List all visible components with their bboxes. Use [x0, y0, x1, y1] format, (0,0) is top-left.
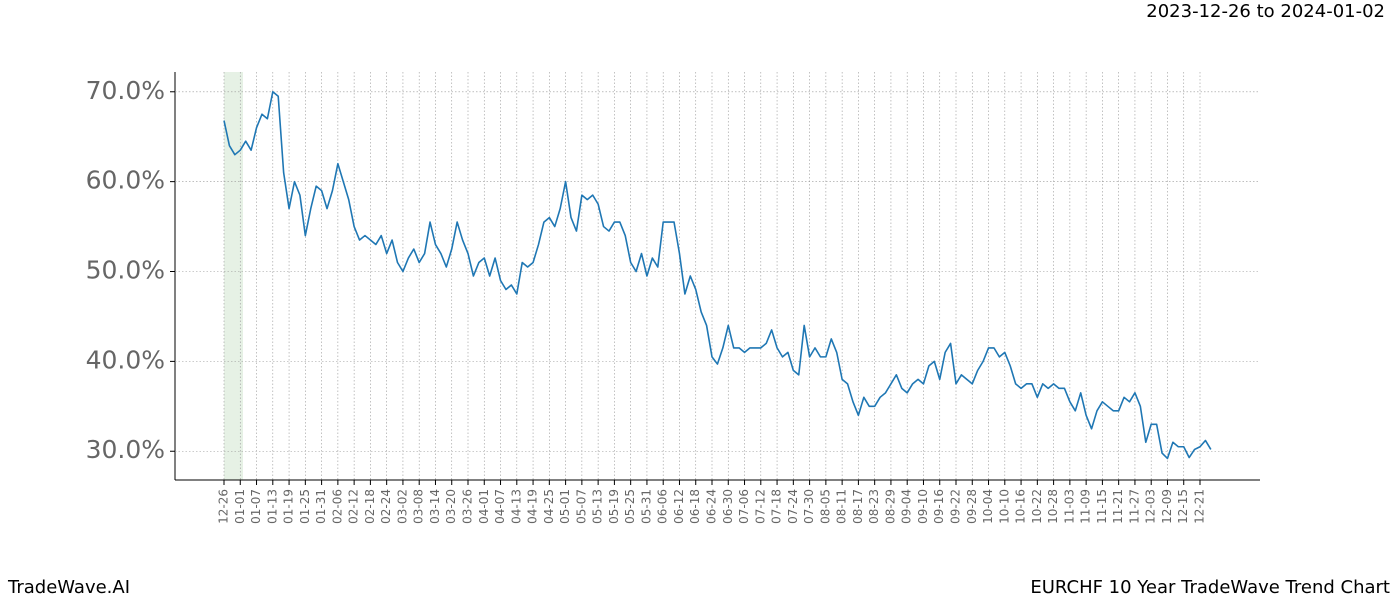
- x-tick-label: 06-12: [672, 489, 686, 524]
- x-tick-label: 10-28: [1046, 489, 1060, 524]
- y-tick-label: 50.0%: [86, 256, 165, 285]
- x-tick-label: 11-09: [1079, 489, 1093, 524]
- x-tick-label: 05-07: [574, 489, 588, 524]
- x-tick-label: 04-19: [526, 489, 540, 524]
- x-tick-label: 02-12: [347, 489, 361, 524]
- x-tick-label: 09-22: [949, 489, 963, 524]
- x-tick-label: 01-31: [314, 489, 328, 524]
- x-tick-label: 05-01: [558, 489, 572, 524]
- chart-title: EURCHF 10 Year TradeWave Trend Chart: [1030, 577, 1390, 598]
- x-tick-label: 09-28: [965, 489, 979, 524]
- x-tick-label: 11-03: [1062, 489, 1076, 524]
- x-tick-label: 06-06: [656, 489, 670, 524]
- x-tick-label: 04-07: [493, 489, 507, 524]
- x-tick-label: 07-30: [802, 489, 816, 524]
- data-line: [223, 90, 1212, 460]
- x-tick-label: 10-22: [1030, 489, 1044, 524]
- x-tick-label: 11-27: [1127, 489, 1141, 524]
- x-tick-label: 02-18: [363, 489, 377, 524]
- x-tick-label: 08-29: [883, 489, 897, 524]
- x-tick-label: 06-18: [688, 489, 702, 524]
- x-tick-label: 08-11: [835, 489, 849, 524]
- x-tick-label: 08-05: [818, 489, 832, 524]
- x-tick-label: 01-01: [233, 489, 247, 524]
- x-tick-label: 01-19: [282, 489, 296, 524]
- x-tick-label: 07-24: [786, 489, 800, 524]
- x-tick-label: 03-14: [428, 489, 442, 524]
- x-tick-label: 09-16: [932, 489, 946, 524]
- x-tick-label: 10-10: [997, 489, 1011, 524]
- x-tick-label: 09-04: [900, 489, 914, 524]
- x-tick-label: 07-06: [737, 489, 751, 524]
- x-tick-label: 01-13: [265, 489, 279, 524]
- x-tick-label: 03-08: [412, 489, 426, 524]
- highlight-span: [224, 72, 243, 480]
- x-tick-label: 10-16: [1014, 489, 1028, 524]
- x-tick-label: 05-25: [623, 489, 637, 524]
- x-tick-label: 04-13: [509, 489, 523, 524]
- x-tick-label: 01-07: [249, 489, 263, 524]
- y-tick-label: 70.0%: [86, 76, 165, 105]
- x-tick-label: 04-01: [477, 489, 491, 524]
- x-tick-label: 05-13: [591, 489, 605, 524]
- x-tick-label: 12-21: [1193, 489, 1207, 524]
- x-tick-label: 03-20: [444, 489, 458, 524]
- x-tick-label: 07-18: [770, 489, 784, 524]
- x-tick-label: 09-10: [916, 489, 930, 524]
- x-tick-label: 12-03: [1144, 489, 1158, 524]
- x-tick-label: 05-31: [639, 489, 653, 524]
- x-tick-label: 02-24: [379, 489, 393, 524]
- source-label: TradeWave.AI: [7, 577, 130, 598]
- x-tick-label: 11-15: [1095, 489, 1109, 524]
- x-tick-label: 06-24: [705, 489, 719, 524]
- x-tick-label: 03-02: [395, 489, 409, 524]
- x-tick-label: 12-26: [217, 489, 231, 524]
- x-tick-label: 05-19: [607, 489, 621, 524]
- chart-subtitle: 2023-12-26 to 2024-01-02: [1146, 1, 1385, 22]
- x-tick-label: 04-25: [542, 489, 556, 524]
- x-tick-label: 01-25: [298, 489, 312, 524]
- x-tick-label: 03-26: [461, 489, 475, 524]
- x-tick-label: 12-09: [1160, 489, 1174, 524]
- y-tick-label: 30.0%: [86, 435, 165, 464]
- x-tick-label: 08-23: [867, 489, 881, 524]
- x-tick-label: 10-04: [981, 489, 995, 524]
- x-tick-label: 08-17: [851, 489, 865, 524]
- x-tick-label: 12-15: [1176, 489, 1190, 524]
- x-tick-label: 11-21: [1111, 489, 1125, 524]
- y-tick-label: 40.0%: [86, 345, 165, 374]
- y-tick-label: 60.0%: [86, 166, 165, 195]
- x-tick-label: 07-12: [753, 489, 767, 524]
- x-tick-label: 06-30: [721, 489, 735, 524]
- x-tick-label: 02-06: [330, 489, 344, 524]
